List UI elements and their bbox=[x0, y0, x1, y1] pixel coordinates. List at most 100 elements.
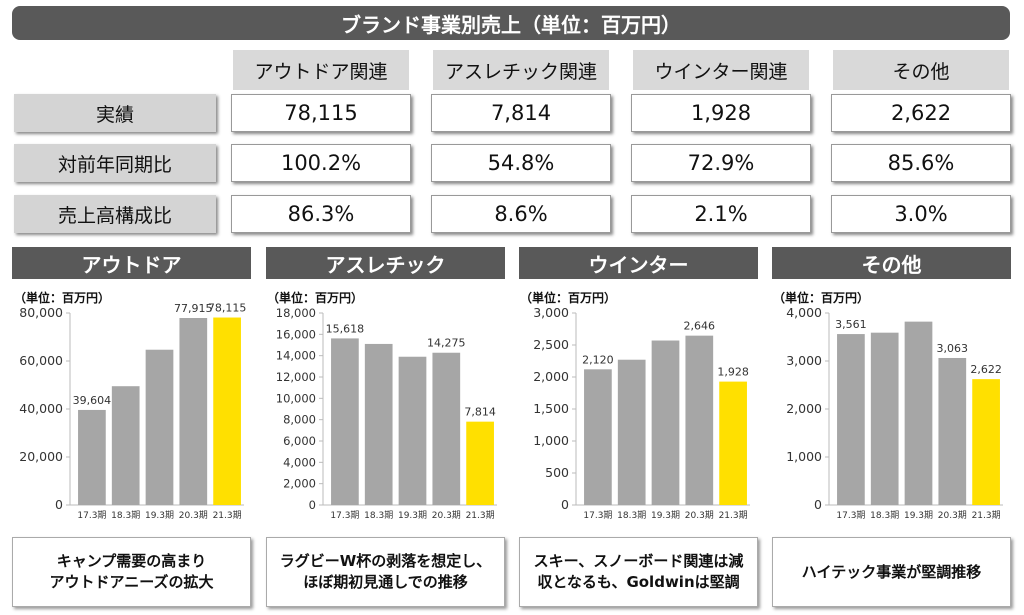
x-tick-label: 19.3期 bbox=[904, 510, 933, 521]
bar bbox=[938, 357, 967, 505]
x-tick-label: 17.3期 bbox=[330, 510, 359, 521]
x-tick-label: 18.3期 bbox=[364, 510, 393, 521]
x-tick-label: 19.3期 bbox=[651, 510, 680, 521]
chart-title-athletic: アスレチック bbox=[266, 247, 505, 279]
x-tick-label: 21.3期 bbox=[466, 510, 495, 521]
column-header-outdoor: アウトドア関連 bbox=[233, 50, 409, 90]
bar bbox=[331, 338, 359, 505]
data-label: 2,646 bbox=[684, 320, 716, 333]
x-tick-label: 18.3期 bbox=[111, 510, 140, 521]
bar bbox=[179, 318, 208, 505]
y-tick-label: 3,000 bbox=[533, 305, 569, 320]
y-tick-label: 18,000 bbox=[276, 306, 316, 320]
y-tick-label: 3,000 bbox=[786, 353, 822, 368]
note-winter: スキー、スノーボード関連は減 収となるも、Goldwinは堅調 bbox=[519, 537, 758, 607]
data-label: 39,604 bbox=[73, 394, 112, 407]
y-tick-label: 0 bbox=[814, 497, 822, 512]
chart-title-winter: ウインター bbox=[519, 247, 758, 279]
y-tick-label: 6,000 bbox=[283, 434, 316, 448]
table-cell: 8.6% bbox=[431, 195, 611, 233]
y-tick-label: 80,000 bbox=[19, 305, 63, 320]
x-tick-label: 20.3期 bbox=[179, 510, 208, 521]
note-other: ハイテック事業が堅調推移 bbox=[772, 537, 1011, 607]
note-line: スキー、スノーボード関連は減 bbox=[533, 552, 744, 570]
y-tick-label: 12,000 bbox=[276, 370, 316, 384]
y-tick-label: 0 bbox=[309, 498, 316, 512]
data-label: 78,115 bbox=[208, 302, 247, 315]
column-header-other: その他 bbox=[833, 50, 1009, 90]
y-tick-label: 2,500 bbox=[533, 337, 569, 352]
row-header-yoy: 対前年同期比 bbox=[14, 144, 216, 182]
y-tick-label: 1,500 bbox=[533, 401, 569, 416]
table-cell: 72.9% bbox=[631, 144, 811, 182]
chart-unit-athletic: （単位：百万円） bbox=[267, 291, 364, 305]
column-header-winter: ウインター関連 bbox=[633, 50, 809, 90]
bar bbox=[719, 381, 747, 505]
bar bbox=[364, 343, 393, 505]
chart-title-other: その他 bbox=[772, 247, 1011, 279]
table-cell: 78,115 bbox=[231, 94, 411, 132]
y-tick-label: 4,000 bbox=[786, 305, 822, 320]
y-tick-label: 4,000 bbox=[283, 455, 316, 469]
chart-unit-other: （単位：百万円） bbox=[773, 291, 870, 305]
x-tick-label: 20.3期 bbox=[432, 510, 461, 521]
note-line: アウトドアニーズの拡大 bbox=[49, 573, 214, 591]
y-tick-label: 10,000 bbox=[276, 391, 316, 405]
bar bbox=[904, 321, 933, 505]
y-tick-label: 0 bbox=[561, 497, 569, 512]
data-label: 77,915 bbox=[174, 302, 213, 315]
data-label: 7,814 bbox=[464, 406, 496, 419]
bar bbox=[837, 334, 865, 505]
note-athletic: ラグビーW杯の剥落を想定し、 ほぼ期初見通しでの推移 bbox=[266, 537, 505, 607]
table-cell: 100.2% bbox=[231, 144, 411, 182]
y-tick-label: 1,000 bbox=[533, 433, 569, 448]
bar bbox=[213, 317, 241, 505]
note-outdoor: キャンプ需要の高まり アウトドアニーズの拡大 bbox=[12, 537, 251, 607]
y-tick-label: 2,000 bbox=[786, 401, 822, 416]
y-tick-label: 60,000 bbox=[19, 353, 63, 368]
y-tick-label: 20,000 bbox=[19, 449, 63, 464]
bar bbox=[398, 356, 427, 505]
row-header-share: 売上高構成比 bbox=[14, 195, 216, 233]
y-tick-label: 40,000 bbox=[19, 401, 63, 416]
table-cell: 1,928 bbox=[631, 94, 811, 132]
data-label: 3,561 bbox=[835, 318, 867, 331]
table-cell: 2,622 bbox=[831, 94, 1011, 132]
y-tick-label: 8,000 bbox=[283, 413, 316, 427]
y-tick-label: 2,000 bbox=[283, 477, 316, 491]
bar bbox=[584, 369, 612, 505]
chart-unit-outdoor: （単位：百万円） bbox=[14, 291, 111, 305]
chart-unit-winter: （単位：百万円） bbox=[520, 291, 617, 305]
bar bbox=[617, 359, 646, 505]
x-tick-label: 20.3期 bbox=[938, 510, 967, 521]
y-tick-label: 0 bbox=[55, 497, 63, 512]
bar bbox=[432, 352, 461, 505]
y-tick-label: 16,000 bbox=[276, 327, 316, 341]
x-tick-label: 17.3期 bbox=[836, 510, 865, 521]
x-tick-label: 18.3期 bbox=[870, 510, 899, 521]
data-label: 2,120 bbox=[582, 353, 614, 366]
bar bbox=[78, 409, 106, 505]
note-line: ラグビーW杯の剥落を想定し、 bbox=[279, 552, 492, 570]
x-tick-label: 21.3期 bbox=[972, 510, 1001, 521]
note-line: ハイテック事業が堅調推移 bbox=[801, 562, 982, 581]
note-line: キャンプ需要の高まり bbox=[56, 552, 207, 570]
note-line: ほぼ期初見通しでの推移 bbox=[303, 573, 468, 591]
x-tick-label: 21.3期 bbox=[719, 510, 748, 521]
bar bbox=[111, 386, 140, 505]
table-cell: 86.3% bbox=[231, 195, 411, 233]
bar bbox=[870, 332, 899, 505]
table-cell: 2.1% bbox=[631, 195, 811, 233]
x-tick-label: 20.3期 bbox=[685, 510, 714, 521]
x-tick-label: 21.3期 bbox=[213, 510, 242, 521]
column-header-athletic: アスレチック関連 bbox=[433, 50, 609, 90]
chart-title-outdoor: アウトドア bbox=[12, 247, 251, 279]
bar bbox=[466, 421, 494, 505]
row-header-actual: 実績 bbox=[14, 94, 216, 132]
data-label: 3,063 bbox=[937, 342, 969, 355]
bar bbox=[145, 349, 174, 505]
x-tick-label: 18.3期 bbox=[617, 510, 646, 521]
x-tick-label: 17.3期 bbox=[583, 510, 612, 521]
table-cell: 3.0% bbox=[831, 195, 1011, 233]
